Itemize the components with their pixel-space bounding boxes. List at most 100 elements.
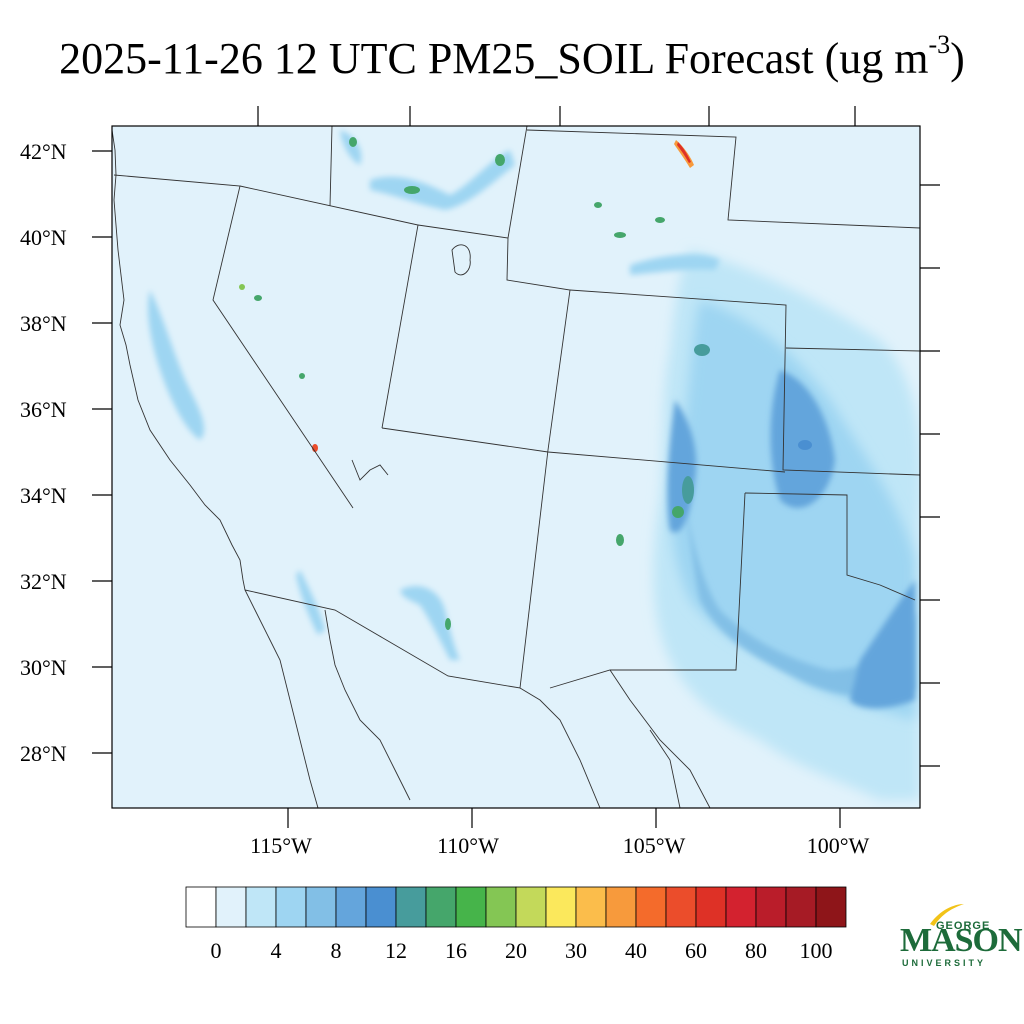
plume-california [148, 290, 205, 440]
plume-gulf [296, 570, 325, 635]
lat-label: 36°N [20, 397, 67, 422]
lat-label: 34°N [20, 483, 67, 508]
colorbar-box [215, 886, 247, 928]
lat-label: 32°N [20, 569, 67, 594]
colorbar-box [635, 886, 667, 928]
logo-mason: MASON [900, 922, 1023, 959]
state-ne-ks [569, 289, 920, 476]
colorbar-box [545, 886, 577, 928]
colorbar-box [575, 886, 607, 928]
colorbar-box [485, 886, 517, 928]
colorbar-box [275, 886, 307, 928]
colorbar-box [665, 886, 697, 928]
state-tx-nm [549, 492, 746, 689]
state-sd-ne [526, 129, 920, 229]
hotspot-idaho [349, 137, 357, 147]
colorbar-label: 30 [565, 938, 587, 963]
colorbar-box [515, 886, 547, 928]
colorbar-box [785, 886, 817, 928]
chart-title: 2025-11-26 12 UTC PM25_SOIL Forecast (ug… [0, 30, 1024, 84]
hotspot-ridge-a [682, 476, 694, 504]
mexico-interior [519, 687, 681, 808]
title-main: 2025-11-26 12 UTC PM25_SOIL Forecast (ug… [59, 34, 929, 83]
lat-label: 40°N [20, 225, 67, 250]
state-wy-south [329, 126, 571, 451]
colorbar-box [815, 886, 847, 928]
colorbar-label: 0 [211, 938, 222, 963]
hotspot-nevada-c [299, 373, 305, 379]
lat-label: 38°N [20, 311, 67, 336]
hotspot-south-dakota-core [677, 142, 691, 163]
colorbar-box [245, 886, 277, 928]
hotspot-nebraska-a [614, 232, 626, 238]
colorbar-box [185, 886, 217, 928]
colorbar-label: 40 [625, 938, 647, 963]
logo-swoosh [930, 904, 964, 926]
state-wy-border [507, 126, 528, 239]
map-frame [111, 125, 921, 809]
bottom-ticks [287, 808, 841, 828]
lon-label: 110°W [437, 833, 499, 858]
title-superscript: -3 [928, 30, 951, 59]
colorbar-box [755, 886, 787, 928]
title-close: ) [950, 34, 965, 83]
colorbar [185, 886, 847, 928]
colorbar-labels: 0 4 8 12 16 20 30 40 60 80 100 [211, 938, 833, 963]
coastline [112, 129, 319, 808]
colorbar-label: 100 [800, 938, 833, 963]
gmu-logo: GEORGE MASON UNIVERSITY [898, 902, 1023, 972]
hotspot-east-a [694, 344, 710, 356]
colorbar-label: 4 [271, 938, 282, 963]
colorbar-box [425, 886, 457, 928]
colorbar-box [395, 886, 427, 928]
state-ks-ok [785, 347, 920, 352]
state-ok-tx [744, 492, 916, 601]
plume-east-mid [671, 300, 915, 720]
colorbar-label: 16 [445, 938, 467, 963]
hotspot-east-b [798, 440, 812, 450]
lat-label: 28°N [20, 741, 67, 766]
colorbar-box [695, 886, 727, 928]
top-ticks [257, 106, 856, 126]
lat-label: 42°N [20, 139, 67, 164]
colorbar-label: 12 [385, 938, 407, 963]
lon-label: 105°W [623, 833, 686, 858]
colorbar-label: 20 [505, 938, 527, 963]
lon-labels: 115°W 110°W 105°W 100°W [250, 833, 869, 858]
state-or-ca-nv [113, 174, 354, 509]
hotspot-arizona [445, 618, 451, 630]
lat-labels: 42°N 40°N 38°N 36°N 34°N 32°N 30°N 28°N [20, 139, 67, 766]
plume-colorado [630, 254, 720, 275]
logo-university: UNIVERSITY [902, 958, 987, 968]
boundaries [112, 126, 920, 808]
plume-east-dark [770, 370, 835, 508]
lat-label: 30°N [20, 655, 67, 680]
hotspot-nevada-a [254, 295, 262, 301]
concentration-field [148, 130, 920, 800]
hotspot-nebraska-b [655, 217, 665, 223]
state-nm-tx [244, 449, 549, 689]
colorbar-box [365, 886, 397, 928]
baja-inner-coast [324, 609, 411, 801]
colorbar-label: 60 [685, 938, 707, 963]
plume-wyoming [370, 150, 515, 210]
plume-southeast-dark [850, 580, 915, 709]
logo-george: GEORGE [936, 920, 991, 932]
colorbar-box [335, 886, 367, 928]
hotspot-wyoming-b [495, 154, 505, 166]
colorbar-box [605, 886, 637, 928]
lon-label: 100°W [807, 833, 870, 858]
hotspot-east-c [616, 534, 624, 546]
plume-idaho [340, 130, 362, 165]
plume-arizona [400, 586, 460, 660]
colorbar-box [305, 886, 337, 928]
colorbar-label: 80 [745, 938, 767, 963]
left-ticks [92, 150, 112, 754]
lon-label: 115°W [250, 833, 312, 858]
hotspot-nevada-b [239, 284, 245, 290]
colorbar-box [725, 886, 757, 928]
hotspot-wyoming-a [404, 186, 420, 194]
hotspot-ridge-b [672, 506, 684, 518]
hotspot-nebraska-c [594, 202, 602, 208]
